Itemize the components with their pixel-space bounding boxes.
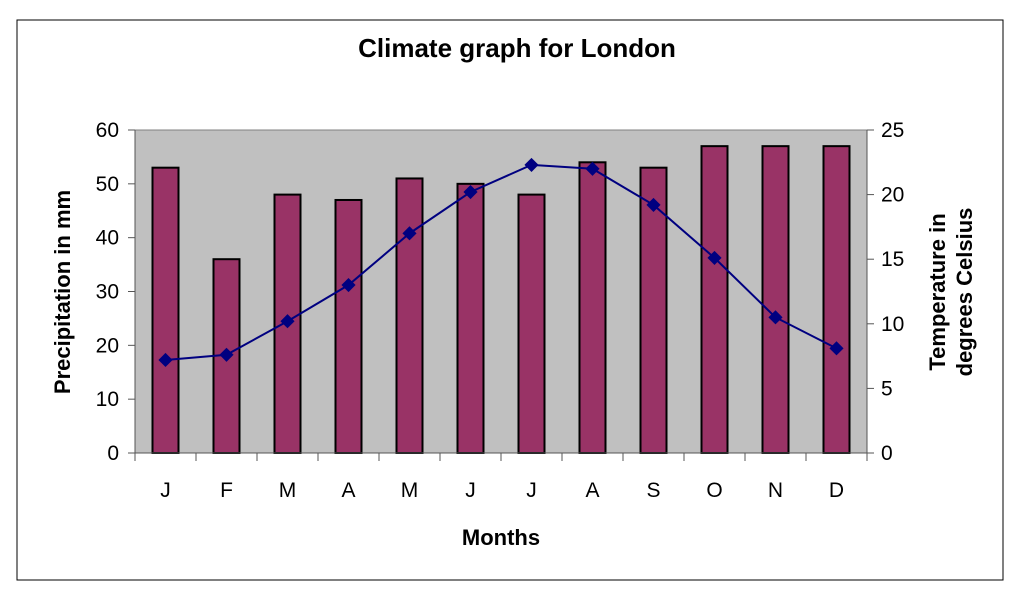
temperature-marker [646,197,661,213]
y-tick-label: 10 [96,388,119,411]
temperature-marker [219,347,234,362]
x-tick-label: J [526,479,537,502]
precip-bar [151,166,180,455]
y-tick-label: 50 [96,173,119,196]
x-tick-label: A [585,479,599,502]
y2-tick-label: 20 [881,184,904,207]
chart-title: Climate graph for London [358,33,676,63]
y-tick-label: 0 [107,442,119,465]
y-tick-label: 60 [96,119,119,142]
y2-tick-label: 5 [881,377,893,400]
y2-axis-label-line2: degrees Celsius [952,208,977,377]
temperature-marker [280,314,295,329]
y-axis-label: Precipitation in mm [50,190,75,394]
precip-bar [578,161,607,455]
temperature-marker [402,226,417,241]
x-axis-label: Months [462,525,540,550]
precip-bar [395,177,424,454]
x-tick-label: D [829,479,844,502]
y-tick-label: 30 [96,281,119,304]
precip-bar [456,182,485,454]
y-tick-label: 20 [96,334,119,357]
y2-axis-label-line1: Temperature in [925,213,950,370]
precip-bar [761,145,790,454]
temperature-marker [707,250,722,265]
y2-tick-label: 0 [881,442,893,465]
temperature-marker [158,352,173,368]
precip-bar [334,198,363,454]
x-tick-label: O [706,479,722,502]
x-tick-label: J [465,479,476,502]
x-tick-label: J [160,479,171,502]
y2-tick-label: 10 [881,313,904,336]
plot-area [134,129,868,454]
temperature-marker [341,277,356,293]
temperature-marker [585,161,600,176]
y2-tick-label: 15 [881,248,904,271]
y2-tick-label: 25 [881,119,904,142]
precip-bar [700,145,729,454]
x-tick-label: N [768,479,783,502]
x-tick-label: F [220,479,233,502]
precip-bar [517,193,546,454]
x-tick-label: M [279,479,297,502]
precip-bar [822,145,851,454]
temperature-marker [463,184,478,200]
temperature-marker [829,341,844,356]
x-tick-label: M [401,479,419,502]
x-tick-label: S [646,479,660,502]
x-tick-label: A [341,479,355,502]
temperature-line [165,163,837,361]
y-tick-label: 40 [96,227,119,250]
temperature-marker [524,157,539,172]
temperature-marker [768,310,783,325]
